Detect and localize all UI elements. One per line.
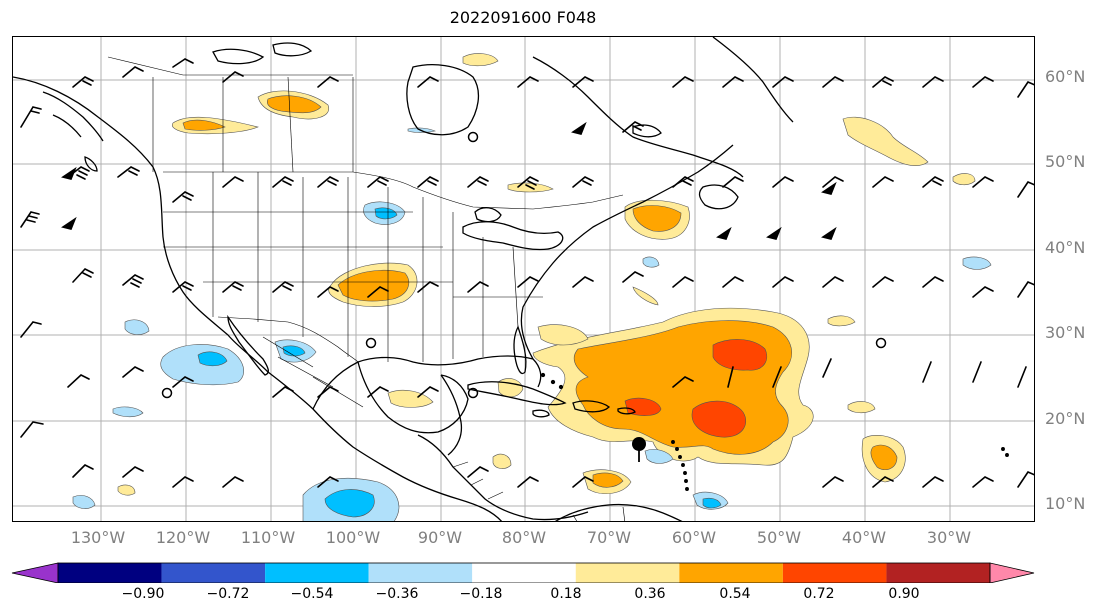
lon-label-110w: 110°W <box>240 528 296 547</box>
colorbar-tick-label: 0.18 <box>550 586 582 602</box>
yucatan-anomaly-yellow <box>492 453 512 469</box>
colorbar-swatch <box>782 563 887 583</box>
lat-label-40n: 40°N <box>1045 238 1086 257</box>
colorbar-tick-label: −0.90 <box>121 586 165 602</box>
lon-label-90w: 90°W <box>417 528 463 547</box>
lat-label-50n: 50°N <box>1045 152 1086 171</box>
caribbean-anomaly-lightblue <box>644 449 674 464</box>
central-us-anomaly-orange <box>337 270 409 302</box>
colorbar-swatch <box>679 563 783 583</box>
wind-barbs <box>20 58 1034 488</box>
lon-label-70w: 70°W <box>586 528 632 547</box>
lon-label-60w: 60°W <box>671 528 717 547</box>
atlantic-anomaly-lightblue-1 <box>962 256 992 270</box>
offshore-ne-anomaly-orange <box>632 205 682 232</box>
pacific-anomaly-lightblue-1 <box>124 319 150 335</box>
colorbar-swatch <box>58 563 162 583</box>
colorbar-tick-label: 0.36 <box>634 586 666 602</box>
minor-anomaly-4 <box>847 401 876 414</box>
lesser-antilles-anomaly-blue <box>702 497 722 509</box>
colorbar-swatch <box>472 563 576 583</box>
calm-wind-circles <box>161 131 887 399</box>
lon-label-120w: 120°W <box>155 528 211 547</box>
gulf-anomaly-yellow <box>387 390 434 408</box>
lon-label-30w: 30°W <box>926 528 972 547</box>
cuba-anomaly-yellow <box>497 378 524 398</box>
minor-anomaly-7 <box>952 173 976 186</box>
colorbar-tick-label: −0.72 <box>206 586 250 602</box>
canada-anomaly-orange <box>266 95 322 114</box>
puerto-rico-anomaly-yellow <box>537 324 589 346</box>
political-borders <box>107 56 626 521</box>
plot-title: 2022091600 F048 <box>449 8 597 27</box>
colorbar-swatch <box>368 563 473 583</box>
atlantic-anomaly-red-north <box>712 339 768 371</box>
colorbar-tick-label: 0.54 <box>719 586 751 602</box>
pacific-anomaly-lightblue-2 <box>112 406 144 418</box>
lat-label-10n: 10°N <box>1045 494 1086 513</box>
coastlines <box>13 37 1009 521</box>
colorbar-tick-label: 0.72 <box>803 586 835 602</box>
lon-label-80w: 80°W <box>501 528 547 547</box>
pacific-nw-anomaly-orange <box>182 119 226 131</box>
gulf-anomaly-lightblue <box>642 256 660 268</box>
pacific-anomaly-lightblue-3 <box>72 495 96 509</box>
lat-label-20n: 20°N <box>1045 409 1086 428</box>
lon-label-50w: 50°W <box>756 528 802 547</box>
lat-label-60n: 60°N <box>1045 67 1086 86</box>
colorbar-swatch <box>265 563 369 583</box>
lon-label-40w: 40°W <box>841 528 887 547</box>
colorbar-outline <box>57 562 991 583</box>
caribbean-anomaly-orange <box>592 472 624 488</box>
lon-label-100w: 100°W <box>325 528 381 547</box>
colorbar-tick-label: −0.36 <box>375 586 419 602</box>
colorbar-swatch <box>886 563 990 583</box>
central-america-anomaly-blue <box>324 489 375 518</box>
minor-anomaly-3 <box>827 315 856 327</box>
colorbar-swatch <box>575 563 680 583</box>
map-canvas <box>13 37 1034 521</box>
minor-anomaly-6 <box>117 484 136 496</box>
east-atlantic-anomaly-orange <box>870 444 898 470</box>
mexico-pacific-anomaly-lightblue <box>160 344 245 386</box>
lat-label-30n: 30°N <box>1045 323 1086 342</box>
colorbar-swatch <box>161 563 266 583</box>
lon-label-130w: 130°W <box>70 528 126 547</box>
mexico-pacific-anomaly-blue <box>197 351 228 367</box>
minor-anomaly-1 <box>462 53 499 67</box>
negative-anomaly-shading <box>72 127 992 521</box>
mexico-anomaly-blue <box>282 345 306 357</box>
positive-anomaly-shading <box>117 53 976 496</box>
map-panel <box>12 36 1035 522</box>
colorbar-tick-label: −0.54 <box>290 586 334 602</box>
colorbar <box>11 562 1035 583</box>
colorbar-tick-label: 0.90 <box>888 586 920 602</box>
atlantic-anomaly-red-south <box>691 400 747 438</box>
colorbar-extend-max <box>989 562 1035 583</box>
colorbar-tick-label: −0.18 <box>459 586 503 602</box>
north-atlantic-anomaly-yellow <box>842 116 929 166</box>
colorbar-extend-min <box>11 562 59 583</box>
minor-anomaly-5 <box>632 286 659 306</box>
nebraska-anomaly-blue <box>374 207 398 220</box>
